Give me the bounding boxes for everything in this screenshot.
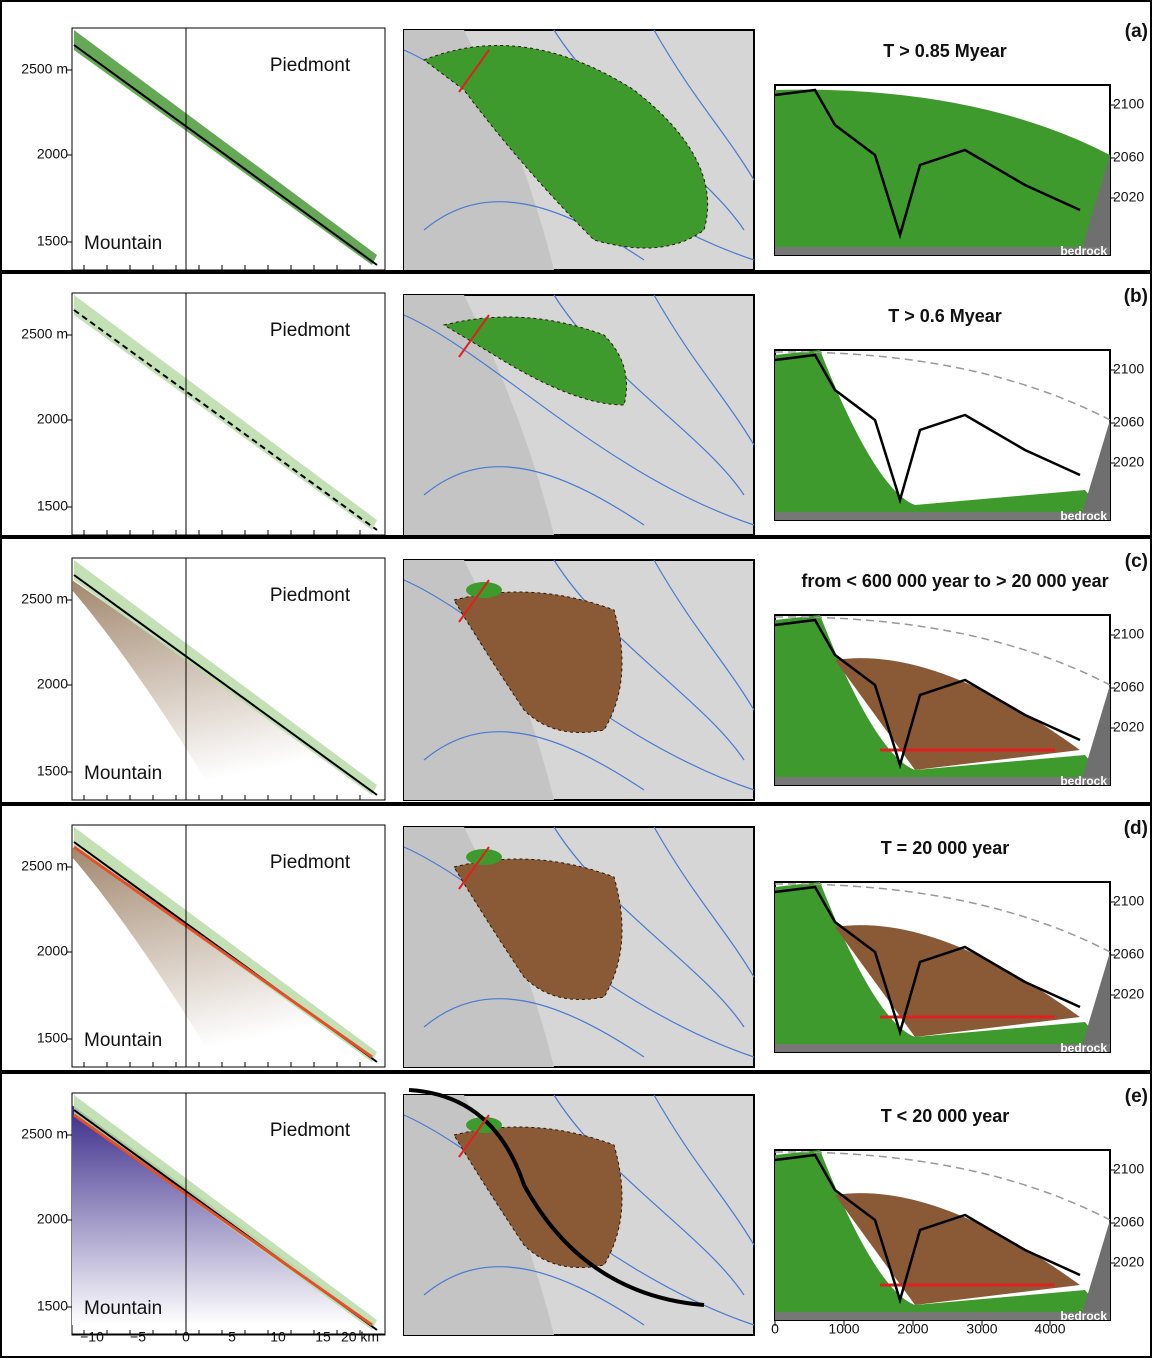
- x2-tick-label: 4000: [1034, 1321, 1065, 1337]
- panel-title: T > 0.85 Myear: [883, 41, 1007, 61]
- x-tick-label: 0: [182, 1329, 190, 1345]
- y2-tick-label: 2100: [1113, 361, 1144, 377]
- y-tick-label: 2500 m: [21, 591, 68, 607]
- x2-tick-label: 1000: [828, 1321, 859, 1337]
- mountain-label: Mountain: [84, 763, 162, 784]
- y2-tick-label: 2060: [1113, 414, 1144, 430]
- y-tick-label: 1500: [37, 498, 68, 514]
- figure: 2500 m20001500PiedmontMountain(a)T > 0.8…: [0, 0, 1152, 1358]
- y-tick-label: 2000: [37, 676, 68, 692]
- x2-tick-label: 3000: [966, 1321, 997, 1337]
- mountain-label: Mountain: [84, 1298, 162, 1319]
- y-tick-label: 1500: [37, 233, 68, 249]
- y-tick-label: 2000: [37, 146, 68, 162]
- fan-remnant: [466, 582, 502, 598]
- piedmont-label: Piedmont: [270, 320, 351, 341]
- y-tick-label: 2000: [37, 1211, 68, 1227]
- y2-tick-label: 2100: [1113, 96, 1144, 112]
- piedmont-label: Piedmont: [270, 852, 351, 873]
- y-tick-label: 2500 m: [21, 61, 68, 77]
- y-tick-label: 2500 m: [21, 326, 68, 342]
- panel-title: T = 20 000 year: [881, 838, 1010, 858]
- y2-tick-label: 2060: [1113, 149, 1144, 165]
- mountain-label: Mountain: [84, 1030, 162, 1051]
- y2-tick-label: 2060: [1113, 946, 1144, 962]
- bedrock-label: bedrock: [1060, 509, 1107, 523]
- x-tick-label: 10: [270, 1329, 286, 1345]
- panel-title: T < 20 000 year: [881, 1106, 1010, 1126]
- y2-tick-label: 2060: [1113, 1214, 1144, 1230]
- x-tick-label: 15: [315, 1329, 331, 1345]
- y-tick-label: 2500 m: [21, 1126, 68, 1142]
- x2-tick-label: 0: [771, 1321, 779, 1337]
- y2-tick-label: 2020: [1113, 719, 1144, 735]
- y-tick-label: 1500: [37, 763, 68, 779]
- y2-tick-label: 2060: [1113, 679, 1144, 695]
- y-tick-label: 2000: [37, 411, 68, 427]
- panel-label: (c): [1125, 551, 1148, 572]
- x-tick-label: 20 km: [341, 1329, 379, 1345]
- mountain-label: Mountain: [84, 233, 162, 254]
- bedrock-label: bedrock: [1060, 774, 1107, 788]
- panel-label: (a): [1125, 21, 1148, 42]
- x-tick-label: −10: [80, 1329, 104, 1345]
- piedmont-label: Piedmont: [270, 585, 351, 606]
- panel-label: (d): [1124, 818, 1148, 839]
- y-tick-label: 1500: [37, 1030, 68, 1046]
- y2-tick-label: 2020: [1113, 454, 1144, 470]
- x-tick-label: 5: [228, 1329, 236, 1345]
- panel-label: (e): [1125, 1086, 1148, 1107]
- piedmont-label: Piedmont: [270, 55, 351, 76]
- panel-title: from < 600 000 year to > 20 000 year: [801, 571, 1108, 591]
- x-tick-label: −5: [130, 1329, 146, 1345]
- fan-remnant: [466, 849, 502, 865]
- y-tick-label: 2500 m: [21, 858, 68, 874]
- y-tick-label: 1500: [37, 1298, 68, 1314]
- y2-tick-label: 2020: [1113, 189, 1144, 205]
- y-tick-label: 2000: [37, 943, 68, 959]
- y2-tick-label: 2020: [1113, 986, 1144, 1002]
- piedmont-label: Piedmont: [270, 1120, 351, 1141]
- panel-title: T > 0.6 Myear: [888, 306, 1002, 326]
- y2-tick-label: 2100: [1113, 1161, 1144, 1177]
- bedrock-label: bedrock: [1060, 1309, 1107, 1323]
- y2-tick-label: 2100: [1113, 626, 1144, 642]
- y2-tick-label: 2100: [1113, 893, 1144, 909]
- panel-label: (b): [1124, 286, 1148, 307]
- bedrock-label: bedrock: [1060, 244, 1107, 258]
- x2-tick-label: 2000: [897, 1321, 928, 1337]
- bedrock-label: bedrock: [1060, 1041, 1107, 1055]
- y2-tick-label: 2020: [1113, 1254, 1144, 1270]
